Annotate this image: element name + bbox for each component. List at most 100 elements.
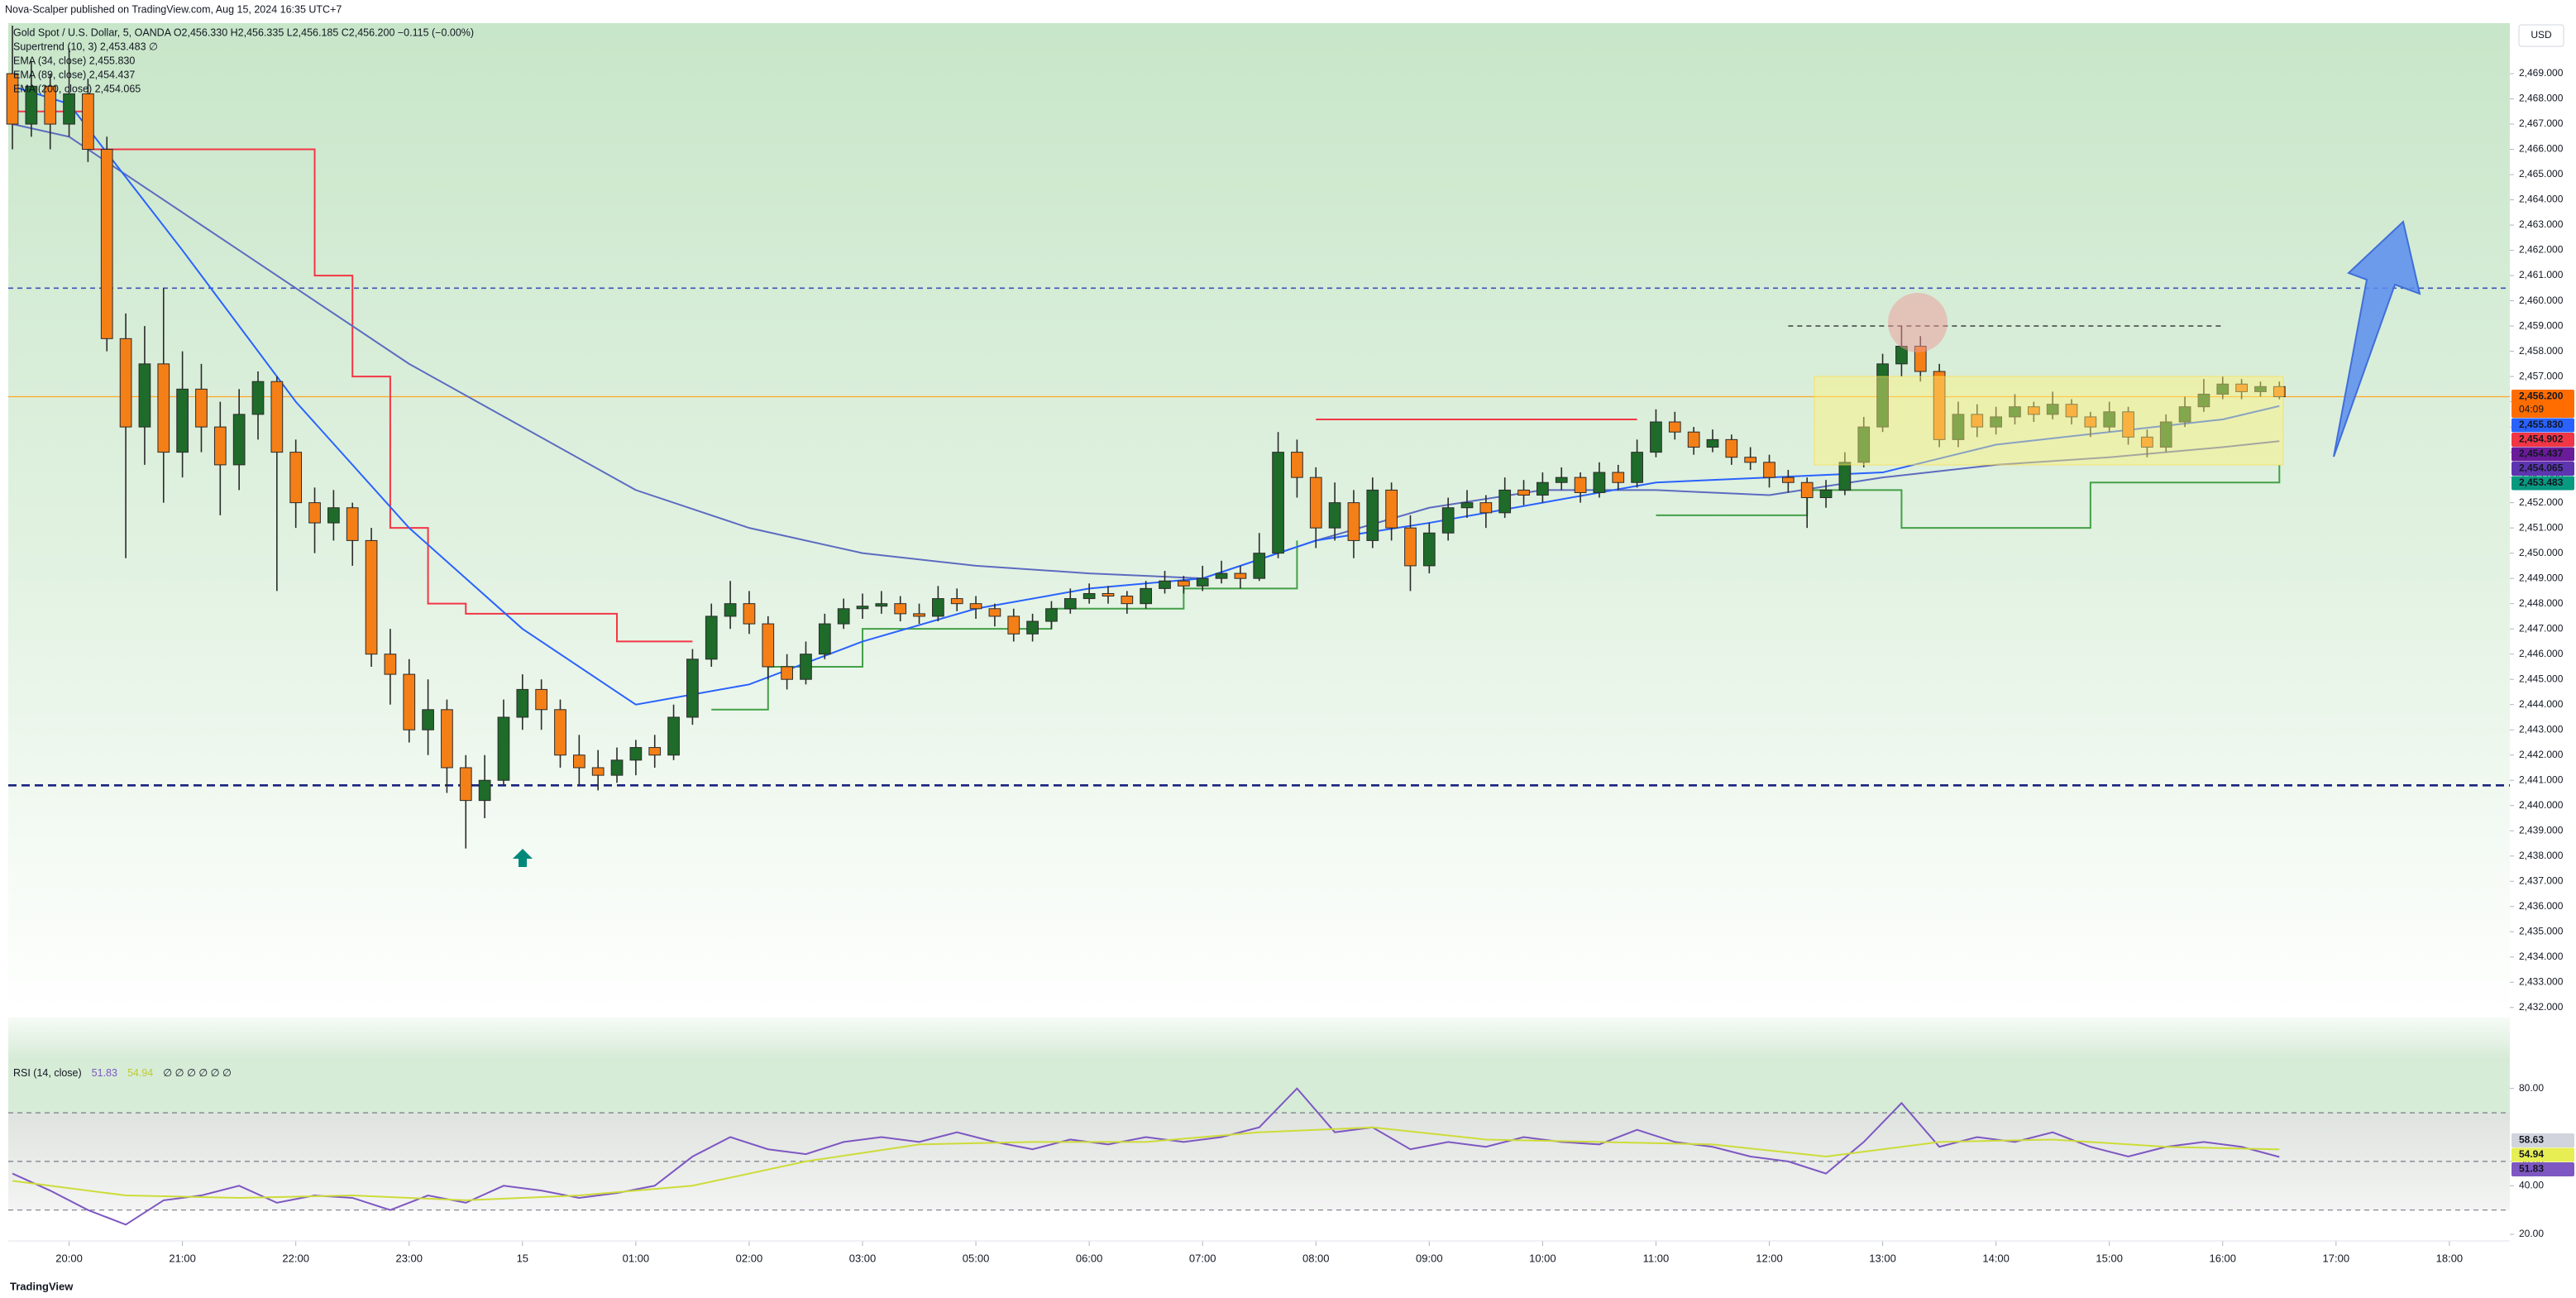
y-tick-label: 2,442.000 (2519, 749, 2564, 760)
candle-body (2235, 383, 2248, 392)
y-tick-label: 2,462.000 (2519, 244, 2564, 256)
candle-body (1706, 438, 1719, 448)
candle-body (1537, 481, 1549, 496)
price-label: 54.94 (2519, 1148, 2544, 1160)
y-tick-label: 2,432.000 (2519, 1001, 2564, 1013)
candle-body (2009, 406, 2021, 418)
price-label: 58.63 (2519, 1134, 2544, 1146)
candle-body (969, 603, 982, 610)
candle-body (422, 709, 434, 730)
candle-body (1385, 489, 1398, 529)
candle-body (724, 603, 737, 617)
buy-arrow (513, 849, 533, 867)
candle-body (610, 759, 624, 776)
y-tick-label: 2,449.000 (2519, 572, 2564, 583)
candle-body (213, 426, 227, 466)
header-text: Nova-Scalper published on TradingView.co… (5, 3, 342, 15)
candle-body (1026, 620, 1039, 635)
candle-body (1253, 553, 1266, 579)
candle-body (138, 363, 151, 428)
candle-body (2046, 404, 2059, 415)
candle-body (1460, 502, 1474, 509)
candle-body (384, 654, 397, 675)
y-tick-label: 2,445.000 (2519, 673, 2564, 684)
candle-body (762, 623, 775, 668)
candle-body (2065, 404, 2078, 418)
candle-body (856, 606, 869, 610)
legend-entry: EMA (89, close) 2,454.437 (13, 69, 135, 80)
y-tick-label: 2,458.000 (2519, 345, 2564, 357)
price-label-box (2511, 433, 2574, 448)
candle-body (2216, 383, 2230, 395)
x-tick-label: 06:00 (1076, 1252, 1103, 1264)
legend-entry: EMA (200, close) 2,454.065 (13, 83, 141, 94)
candle-body (1631, 452, 1643, 483)
legend-entry: EMA (34, close) 2,455.830 (13, 55, 135, 66)
y-tick-label: 2,437.000 (2519, 874, 2564, 886)
target-arrow (2333, 220, 2421, 457)
x-tick-label: 03:00 (849, 1252, 877, 1264)
candle-body (591, 767, 605, 776)
x-tick-label: 07:00 (1189, 1252, 1216, 1264)
candle-body (2027, 406, 2040, 415)
candle-body (554, 709, 566, 756)
candle-body (63, 93, 75, 125)
x-tick-label: 13:00 (1869, 1252, 1896, 1264)
candle-body (1574, 477, 1587, 493)
candle-body (25, 85, 38, 125)
candle-body (82, 93, 94, 151)
candle-body (1517, 489, 1530, 496)
candle-body (1347, 502, 1360, 541)
candle-body (2273, 386, 2286, 398)
candle-body (1857, 426, 1871, 463)
back-layer (8, 287, 2510, 1246)
price-label: 2,455.830 (2519, 419, 2564, 430)
y-tick-label: 2,451.000 (2519, 521, 2564, 533)
candle-body (1234, 572, 1247, 579)
y-tick-label: 2,433.000 (2519, 975, 2564, 987)
candle-layer (6, 26, 2286, 849)
indicator-line (12, 123, 2280, 580)
price-label-box (2511, 1133, 2574, 1148)
candle-body (308, 502, 321, 524)
x-tick-label: 17:00 (2323, 1252, 2350, 1264)
candle-body (686, 659, 699, 718)
range-box (1814, 376, 2284, 466)
y-tick-label: 2,463.000 (2519, 218, 2564, 230)
candle-body (2084, 416, 2097, 428)
candle-body (1159, 580, 1171, 589)
candle-body (1082, 592, 1096, 600)
y-tick-label: 2,439.000 (2519, 824, 2564, 836)
x-tick-label: 08:00 (1302, 1252, 1330, 1264)
legend-entry: ∅ ∅ ∅ ∅ ∅ ∅ (163, 1067, 232, 1079)
candle-body (403, 673, 416, 730)
candle-body (1650, 421, 1662, 453)
label-layer: 20:00 21:00 22:00 23:00 15 01:00 02:00 03:00 05:… (13, 26, 2574, 1264)
candle-body (1782, 477, 1795, 483)
price-label: 51.83 (2519, 1163, 2544, 1175)
candle-body (516, 688, 529, 718)
candle-body (1177, 580, 1190, 587)
candle-body (157, 363, 170, 453)
candle-body (1404, 527, 1417, 567)
price-label-box (2511, 1147, 2574, 1162)
price-axis-background (2510, 0, 2576, 1298)
candle-body (988, 608, 1001, 617)
candle-body (1593, 472, 1606, 493)
candle-body (743, 603, 756, 625)
currency-button[interactable] (2518, 24, 2564, 47)
candle-body (289, 452, 303, 504)
candle-body (2254, 386, 2267, 392)
y-tick-label: 2,435.000 (2519, 925, 2564, 936)
price-label-box (2511, 462, 2574, 477)
candle-body (1744, 457, 1757, 463)
y-tick-label: 2,469.000 (2519, 67, 2564, 79)
x-tick-label: 10:00 (1529, 1252, 1556, 1264)
candle-body (1422, 532, 1436, 567)
candle-body (535, 688, 548, 711)
candle-body (1668, 421, 1681, 433)
countdown-label: 04:09 (2519, 404, 2544, 415)
y-tick-label: 2,466.000 (2519, 143, 2564, 155)
candle-body (1291, 452, 1303, 478)
candle-body (1838, 462, 1852, 491)
